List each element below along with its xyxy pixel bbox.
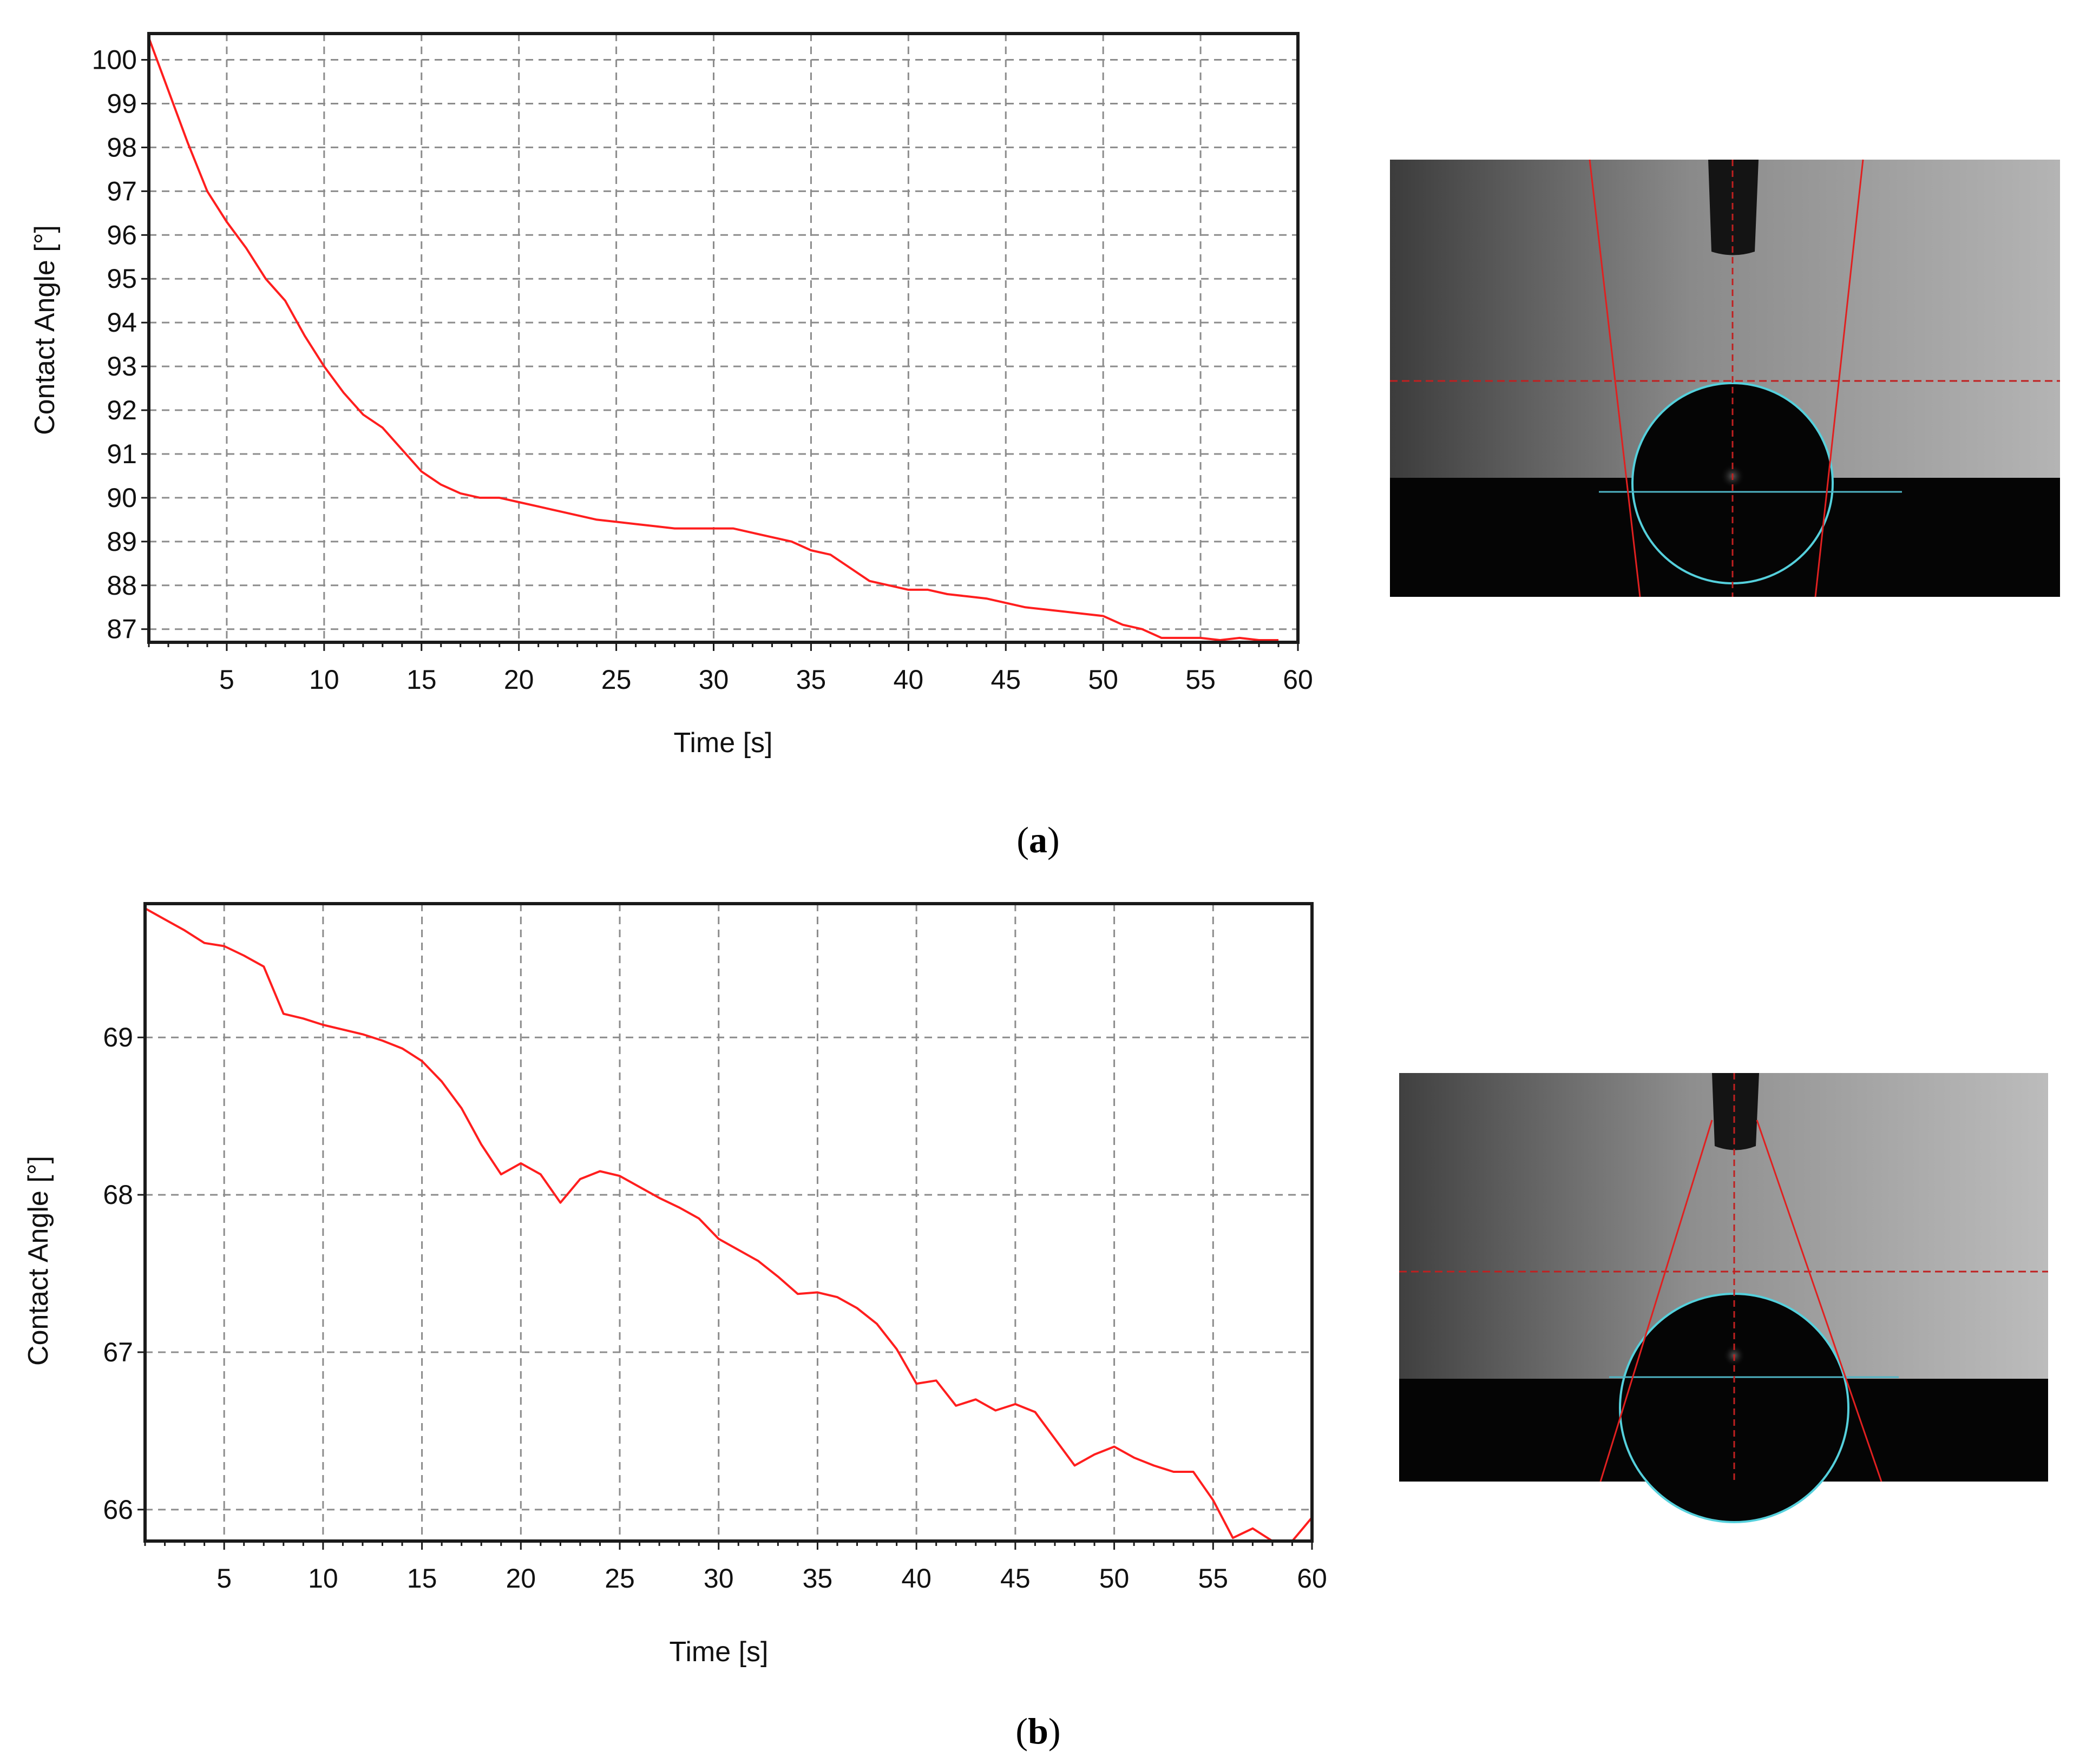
y-axis-title-a: Contact Angle [°] xyxy=(29,225,61,435)
x-tick-label: 45 xyxy=(1000,1563,1031,1594)
x-tick-label: 20 xyxy=(504,664,534,695)
x-tick-label: 60 xyxy=(1283,664,1313,695)
contact-angle-chart-a: 5 10 15 20 25 30 35 40 45 50 55 60 87 88 89 90 91 92 93 94… xyxy=(29,32,1313,759)
x-tick-label: 5 xyxy=(219,664,234,695)
x-tick-label: 5 xyxy=(217,1563,232,1594)
plot-frame-a xyxy=(147,32,1300,644)
contact-angle-line-b xyxy=(145,907,1313,1542)
y-tick-label: 87 xyxy=(107,614,137,644)
x-tick-label: 45 xyxy=(990,664,1021,695)
needle-b xyxy=(1712,1073,1759,1150)
x-tick-label: 55 xyxy=(1185,664,1216,695)
tangent-left-a xyxy=(1589,159,1641,597)
x-tick-label: 20 xyxy=(506,1563,536,1594)
y-tick-label: 66 xyxy=(103,1495,133,1525)
plot-area-b xyxy=(145,904,1312,1541)
y-tick-label: 69 xyxy=(103,1022,133,1052)
y-tick-label: 88 xyxy=(107,570,137,601)
x-tick-label: 15 xyxy=(406,664,437,695)
x-tick-label: 40 xyxy=(894,664,924,695)
x-tick-label: 50 xyxy=(1088,664,1118,695)
y-tick-label: 90 xyxy=(107,483,137,513)
x-tick-label: 30 xyxy=(704,1563,734,1594)
y-tick-label: 89 xyxy=(107,526,137,557)
droplet-photo-b xyxy=(1399,1073,2048,1523)
x-axis-title-a: Time [s] xyxy=(674,727,773,759)
panel-label-a: (a) xyxy=(1016,819,1059,860)
x-tick-label: 30 xyxy=(699,664,729,695)
y-tick-label: 67 xyxy=(103,1337,133,1367)
y-tick-label: 68 xyxy=(103,1180,133,1210)
x-tick-label: 35 xyxy=(803,1563,833,1594)
y-tick-label: 92 xyxy=(107,395,137,425)
y-tick-label: 93 xyxy=(107,351,137,381)
y-tick-label: 95 xyxy=(107,264,137,294)
grid-a xyxy=(149,34,1299,642)
x-ticks-a: 5 10 15 20 25 30 35 40 45 50 55 60 xyxy=(148,642,1313,695)
y-tick-label: 91 xyxy=(107,439,137,469)
x-tick-label: 55 xyxy=(1198,1563,1228,1594)
y-tick-label: 98 xyxy=(107,132,137,162)
droplet-photo-a xyxy=(1390,159,2060,597)
tangent-left-b xyxy=(1599,1120,1713,1482)
y-ticks-a: 87 88 89 90 91 92 93 94 95 96 97 98 99 100 xyxy=(92,45,149,644)
panel-label-b: (b) xyxy=(1015,1710,1060,1752)
x-tick-label: 10 xyxy=(309,664,339,695)
y-tick-label: 96 xyxy=(107,220,137,250)
x-tick-label: 60 xyxy=(1297,1563,1327,1594)
y-axis-title-b: Contact Angle [°] xyxy=(23,1156,54,1366)
y-tick-label: 100 xyxy=(92,45,137,75)
x-tick-label: 50 xyxy=(1099,1563,1130,1594)
grid-b xyxy=(145,904,1313,1541)
x-tick-label: 35 xyxy=(796,664,826,695)
tangent-right-a xyxy=(1814,159,1864,597)
y-tick-label: 97 xyxy=(107,176,137,206)
x-tick-label: 10 xyxy=(308,1563,338,1594)
contact-angle-line-a xyxy=(148,37,1278,641)
y-tick-label: 94 xyxy=(107,307,137,338)
x-tick-label: 25 xyxy=(601,664,632,695)
x-tick-label: 25 xyxy=(605,1563,635,1594)
x-ticks-b: 5 10 15 20 25 30 35 40 45 50 55 60 xyxy=(144,1541,1327,1594)
x-axis-title-b: Time [s] xyxy=(670,1636,769,1668)
plot-area-a xyxy=(149,34,1298,642)
x-tick-label: 40 xyxy=(901,1563,932,1594)
x-tick-label: 15 xyxy=(407,1563,437,1594)
y-tick-label: 99 xyxy=(107,88,137,119)
y-ticks-b: 66 67 68 69 xyxy=(103,1022,145,1525)
tangent-right-b xyxy=(1756,1120,1882,1482)
plot-frame-b xyxy=(143,902,1314,1543)
contact-angle-chart-b: 5 10 15 20 25 30 35 40 45 50 55 60 66 67 68 69 Time [s… xyxy=(23,902,1327,1668)
